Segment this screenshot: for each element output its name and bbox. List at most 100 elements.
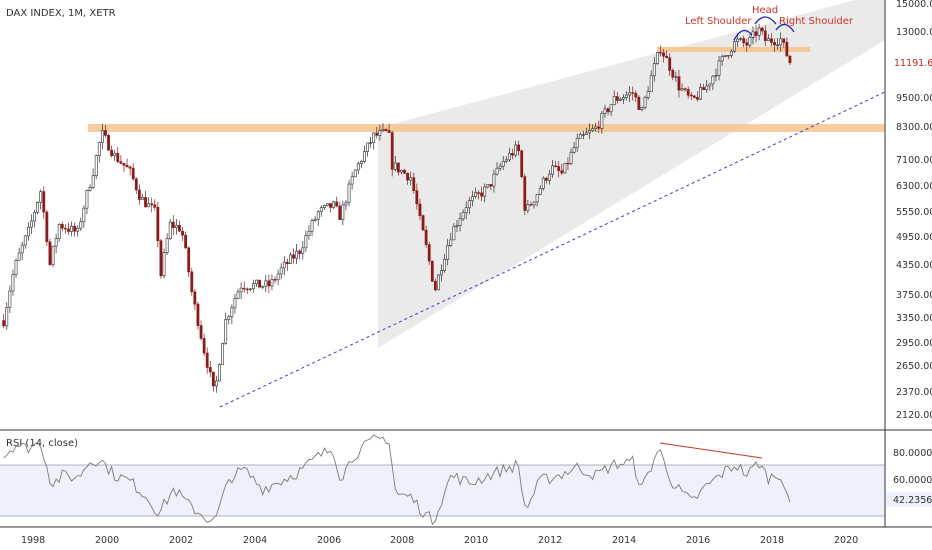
candle-body [631, 92, 635, 94]
candle-body [406, 172, 410, 181]
candle-body [242, 287, 246, 290]
candle-body [418, 203, 422, 216]
candle-body [54, 238, 58, 247]
candle-body [279, 267, 283, 275]
candle-body [196, 303, 200, 326]
candle-body [36, 202, 40, 213]
candle-body [85, 190, 89, 209]
candle-body [622, 97, 625, 100]
candle-body [702, 87, 706, 91]
candle-body [42, 191, 46, 213]
candle-body [665, 55, 669, 59]
candle-body [557, 166, 561, 172]
candle-body [440, 270, 443, 276]
y-tick-label: 8300.00 [896, 122, 932, 133]
head-arc [754, 16, 777, 25]
y-tick-label: 2650.00 [896, 361, 932, 372]
chart-title: DAX INDEX, 1M, XETR [6, 8, 116, 19]
candle-body [618, 98, 622, 101]
y-tick-label: 2120.00 [896, 410, 932, 421]
candle-body [470, 196, 474, 201]
right-shoulder-arc [775, 23, 795, 33]
candle-body [233, 298, 237, 309]
candle-body [514, 144, 517, 156]
candle-body [131, 167, 135, 180]
rsi-tick-label: 60.0000 [893, 475, 932, 486]
candle-body [467, 200, 471, 209]
candle-body [551, 165, 554, 175]
candle-body [33, 212, 36, 222]
candle-body [63, 227, 67, 230]
candle-body [26, 226, 30, 237]
candle-body [104, 130, 107, 136]
annotation-left-shoulder: Left Shoulder [685, 16, 752, 27]
candle-body [387, 130, 391, 133]
candle-body [329, 203, 332, 208]
y-tick-label: 7100.00 [896, 155, 932, 166]
candle-body [2, 320, 6, 327]
candle-body [187, 247, 191, 273]
candle-body [162, 252, 166, 277]
candle-body [276, 273, 280, 281]
candle-body [168, 221, 172, 239]
candle-body [708, 83, 712, 87]
candle-body [634, 92, 638, 98]
candle-body [375, 132, 379, 136]
candle-body [643, 97, 647, 108]
candle-body [199, 325, 203, 339]
candle-body [258, 279, 262, 288]
candle-body [208, 367, 212, 373]
candle-body [353, 169, 357, 178]
candle-body [184, 234, 188, 249]
candle-body [726, 55, 730, 57]
candle-body [733, 41, 736, 52]
candle-body [532, 201, 536, 206]
candle-body [612, 96, 616, 106]
x-tick-label: 1998 [21, 535, 45, 546]
candle-body [403, 170, 406, 174]
candle-body [594, 126, 598, 129]
candle-body [396, 162, 400, 173]
y-tick-label: 13000.00 [896, 27, 932, 38]
candle-body [535, 194, 539, 203]
candle-body [659, 52, 662, 54]
candle-body [489, 184, 493, 187]
candle-body [338, 205, 342, 220]
candle-body [144, 197, 147, 208]
candle-body [692, 95, 696, 98]
candle-body [427, 244, 431, 262]
candle-body [122, 163, 126, 166]
rsi-band-fill [0, 465, 885, 516]
candle-body [517, 144, 521, 152]
candle-body [393, 162, 397, 170]
candle-body [335, 201, 339, 207]
candle-body [48, 241, 52, 265]
candle-body [498, 165, 502, 169]
candle-body [322, 205, 326, 208]
candle-body [711, 75, 715, 85]
candle-body [615, 96, 619, 101]
x-tick-label: 2020 [834, 535, 858, 546]
candle-body [23, 235, 27, 246]
y-tick-label: 2370.00 [896, 387, 932, 398]
annotation-head: Head [752, 5, 778, 16]
candle-body [245, 288, 249, 291]
x-tick-label: 2014 [612, 535, 636, 546]
candle-body [82, 207, 86, 223]
candle-body [97, 142, 101, 156]
candle-body [609, 104, 613, 113]
candle-body [754, 31, 758, 36]
candle-body [680, 88, 684, 91]
rsi-last-label: 42.2356 [893, 495, 932, 506]
candle-body [113, 152, 117, 156]
candle-body [603, 108, 607, 114]
candle-body [20, 244, 24, 254]
candle-body [742, 38, 746, 44]
candle-body [270, 279, 274, 287]
candle-body [773, 42, 776, 46]
candle-body [215, 380, 218, 387]
candle-body [14, 260, 18, 275]
candle-body [45, 211, 49, 243]
candle-body [100, 130, 104, 143]
